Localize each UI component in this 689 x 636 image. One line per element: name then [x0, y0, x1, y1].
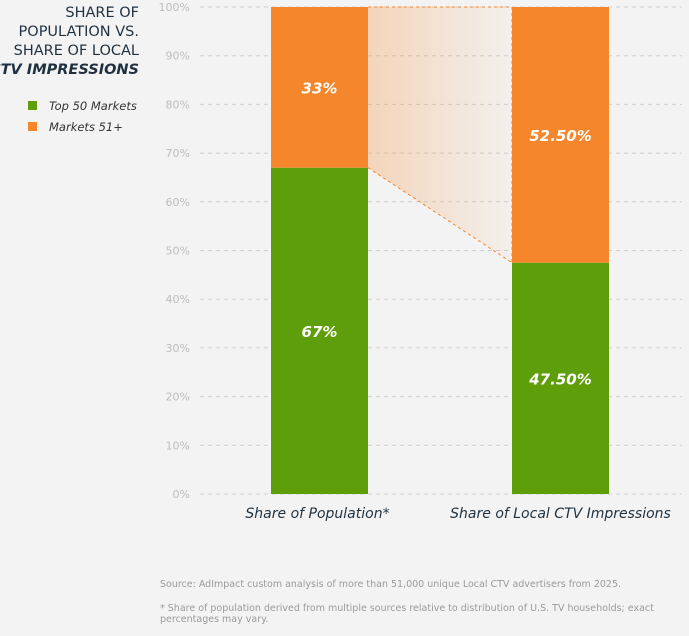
- chart-title: SHARE OF POPULATION VS. SHARE OF LOCAL C…: [0, 4, 139, 80]
- y-tick-label: 10%: [166, 439, 190, 452]
- data-label: 33%: [302, 79, 338, 97]
- y-tick-label: 0%: [173, 488, 190, 501]
- legend: Top 50 Markets Markets 51+: [28, 95, 137, 137]
- y-tick-label: 40%: [166, 293, 190, 306]
- y-tick-label: 70%: [166, 147, 190, 160]
- y-tick-label: 50%: [166, 245, 190, 258]
- legend-label: Markets 51+: [49, 119, 123, 134]
- bar-segment: [512, 7, 609, 263]
- x-category-label: Share of Local CTV Impressions: [450, 506, 671, 522]
- y-tick-label: 30%: [166, 342, 190, 355]
- y-tick-label: 90%: [166, 50, 190, 63]
- y-tick-label: 20%: [166, 391, 190, 404]
- bar-segment: [271, 7, 368, 168]
- legend-item-top50: Top 50 Markets: [28, 95, 137, 116]
- legend-swatch: [28, 122, 37, 131]
- title-line: SHARE OF LOCAL: [13, 43, 139, 59]
- title-line: SHARE OF: [65, 5, 139, 21]
- source-note: Source: AdImpact custom analysis of more…: [160, 579, 622, 590]
- y-tick-label: 60%: [166, 196, 190, 209]
- y-tick-label: 100%: [159, 1, 190, 14]
- y-tick-label: 80%: [166, 98, 190, 111]
- legend-item-51plus: Markets 51+: [28, 116, 137, 137]
- title-line: POPULATION VS.: [18, 24, 139, 40]
- legend-label: Top 50 Markets: [49, 98, 137, 113]
- data-label: 67%: [302, 323, 338, 341]
- x-category-label: Share of Population*: [245, 506, 389, 522]
- bar-segment: [271, 167, 368, 494]
- data-label: 52.50%: [529, 127, 591, 145]
- connector-band: [368, 7, 512, 263]
- connector-line: [367, 167, 513, 264]
- footnote: * Share of population derived from multi…: [160, 603, 654, 625]
- data-label: 47.50%: [528, 370, 591, 388]
- bar-segment: [512, 262, 609, 494]
- title-emphasis: CTV IMPRESSIONS: [0, 62, 139, 78]
- legend-swatch: [28, 101, 37, 110]
